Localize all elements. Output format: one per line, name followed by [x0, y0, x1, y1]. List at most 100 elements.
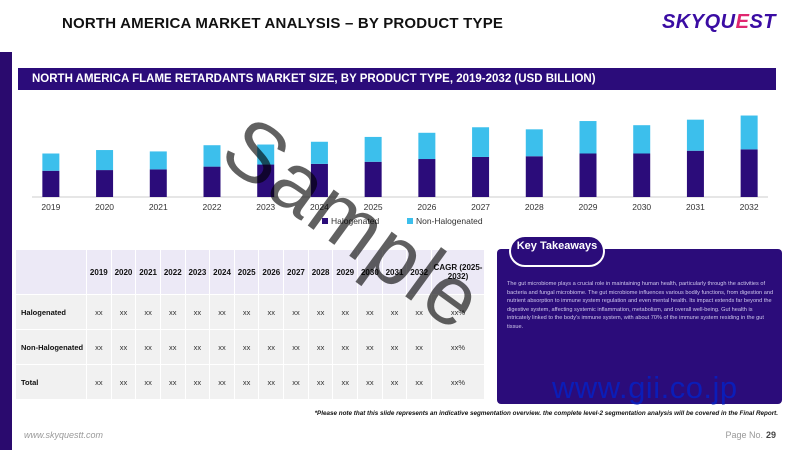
table-year-header: 2019 [86, 249, 112, 295]
x-tick-label: 2026 [417, 202, 436, 212]
x-tick-label: 2023 [256, 202, 275, 212]
bar-non-halogenated-2032 [740, 115, 758, 150]
table-corner-cell [15, 249, 87, 295]
table-cell: xx [233, 329, 260, 365]
bar-halogenated-2024 [310, 163, 328, 197]
table-cell: xx [110, 294, 137, 330]
table-cell: xx [283, 294, 309, 330]
table-cell: xx [209, 329, 235, 365]
x-tick-label: 2021 [149, 202, 168, 212]
bar-halogenated-2028 [525, 156, 543, 197]
table-cell: xx [86, 329, 112, 365]
table-cell: xx [159, 329, 186, 365]
table-cell: xx [307, 294, 334, 330]
bar-halogenated-2023 [257, 164, 275, 197]
table-cell: xx [233, 364, 260, 400]
skyquest-logo: SKYQUEST [662, 11, 776, 34]
table-cell: xx [258, 329, 285, 365]
legend-label-halogenated: Halogenated [331, 216, 379, 226]
table-cell: xx [184, 364, 211, 400]
table-cell: xx [381, 364, 408, 400]
table-cell: xx [258, 294, 285, 330]
table-cell: xx [86, 364, 112, 400]
table-cell: xx [381, 329, 408, 365]
table-year-header: 2020 [110, 249, 137, 295]
page-number: Page No. 29 [725, 430, 776, 440]
table-cell: xx [209, 294, 235, 330]
table-cell: xx [110, 329, 137, 365]
bar-non-halogenated-2023 [257, 144, 275, 165]
logo-part-1: SKYQU [661, 11, 736, 33]
bar-halogenated-2030 [633, 153, 651, 197]
bar-non-halogenated-2024 [310, 141, 328, 164]
table-row-label: Total [15, 364, 87, 400]
table-cagr-cell: xx% [431, 364, 485, 400]
footnote: *Please note that this slide represents … [314, 410, 778, 417]
table-cell: xx [406, 294, 432, 330]
bar-halogenated-2020 [96, 170, 114, 197]
bar-halogenated-2019 [42, 170, 60, 197]
table-cell: xx [86, 294, 112, 330]
x-tick-label: 2020 [95, 202, 114, 212]
table-cell: xx [135, 294, 161, 330]
table-row: Halogenated xx xx xx xx xx xx xx xx xx xx xx xx xx xx x… [15, 294, 485, 330]
bar-non-halogenated-2031 [686, 119, 704, 151]
bar-non-halogenated-2027 [472, 127, 490, 157]
table-year-header: 2032 [406, 249, 432, 295]
legend-swatch-halogenated [322, 218, 328, 224]
table-cell: xx [135, 329, 161, 365]
table-cell: xx [307, 329, 334, 365]
table-year-header: 2029 [332, 249, 359, 295]
footer-website: www.skyquestt.com [24, 430, 104, 440]
table-year-header: 2024 [209, 249, 235, 295]
table-cagr-header: CAGR (2025-2032) [431, 249, 485, 295]
x-tick-label: 2031 [686, 202, 705, 212]
table-cell: xx [159, 364, 186, 400]
table-cagr-cell: xx% [431, 294, 485, 330]
table-cell: xx [258, 364, 285, 400]
table-cell: xx [381, 294, 408, 330]
table-year-header: 2022 [159, 249, 186, 295]
key-takeaways-text: The gut microbiome plays a crucial role … [507, 281, 774, 330]
x-tick-label: 2027 [471, 202, 490, 212]
table-year-header: 2027 [283, 249, 309, 295]
table-row-label: Non-Halogenated [15, 329, 87, 365]
table-cell: xx [209, 364, 235, 400]
table-cell: xx [135, 364, 161, 400]
table-cell: xx [406, 329, 432, 365]
table-row-label: Halogenated [15, 294, 87, 330]
table-cell: xx [184, 294, 211, 330]
x-tick-label: 2032 [740, 202, 759, 212]
table-cell: xx [357, 294, 383, 330]
legend-label-non-halogenated: Non-Halogenated [416, 216, 483, 226]
table-cell: xx [332, 329, 359, 365]
legend-swatch-non-halogenated [407, 218, 413, 224]
table-year-header: 2023 [184, 249, 211, 295]
table-cell: xx [332, 364, 359, 400]
bar-halogenated-2026 [418, 159, 436, 197]
segmentation-table-wrap: 2019 2020 2021 2022 2023 2024 2025 2026 2027 2028… [15, 249, 485, 400]
table-year-header: 2030 [357, 249, 383, 295]
gii-watermark: www.gii.co.jp [552, 370, 738, 405]
bar-halogenated-2032 [740, 149, 758, 197]
table-year-header: 2026 [258, 249, 285, 295]
bar-halogenated-2021 [149, 169, 167, 197]
bar-halogenated-2025 [364, 161, 382, 197]
bar-halogenated-2029 [579, 153, 597, 197]
segmentation-table: 2019 2020 2021 2022 2023 2024 2025 2026 2027 2028… [15, 249, 485, 400]
table-row: Non-Halogenated xx xx xx xx xx xx xx xx xx xx xx xx x… [15, 329, 485, 365]
x-tick-label: 2030 [632, 202, 651, 212]
table-row: Total xx xx xx xx xx xx xx xx xx xx xx xx xx xx xx% [15, 364, 485, 400]
bar-halogenated-2031 [686, 150, 704, 197]
table-cagr-cell: xx% [431, 329, 485, 365]
x-tick-label: 2029 [579, 202, 598, 212]
bar-non-halogenated-2030 [633, 125, 651, 154]
bar-non-halogenated-2028 [525, 129, 543, 157]
chart-header-tab [18, 68, 26, 90]
table-cell: xx [332, 294, 359, 330]
bar-non-halogenated-2021 [149, 151, 167, 170]
x-tick-label: 2028 [525, 202, 544, 212]
bar-halogenated-2027 [472, 156, 490, 197]
stacked-bar-chart: 2019 2020 2021 2022 2023 2024 2025 2026 2027 2028… [32, 115, 768, 226]
table-header-row: 2019 2020 2021 2022 2023 2024 2025 2026 2027 2028… [15, 249, 485, 295]
